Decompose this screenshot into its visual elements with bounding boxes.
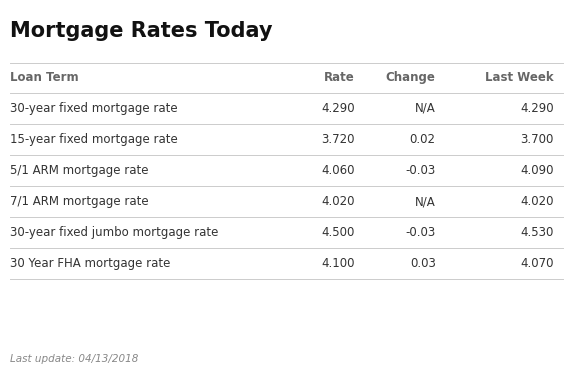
Text: 30-year fixed mortgage rate: 30-year fixed mortgage rate xyxy=(10,102,178,115)
Text: 3.700: 3.700 xyxy=(520,133,554,146)
Text: Rate: Rate xyxy=(324,71,355,84)
Text: N/A: N/A xyxy=(415,102,436,115)
Text: 7/1 ARM mortgage rate: 7/1 ARM mortgage rate xyxy=(10,195,149,208)
Text: 4.100: 4.100 xyxy=(321,257,355,270)
Text: 4.060: 4.060 xyxy=(321,164,355,177)
Text: 4.070: 4.070 xyxy=(520,257,554,270)
Text: 0.02: 0.02 xyxy=(410,133,436,146)
Text: Loan Term: Loan Term xyxy=(10,71,79,84)
Text: 30-year fixed jumbo mortgage rate: 30-year fixed jumbo mortgage rate xyxy=(10,226,219,239)
Text: 4.530: 4.530 xyxy=(520,226,554,239)
Text: 4.090: 4.090 xyxy=(520,164,554,177)
Text: Last Week: Last Week xyxy=(485,71,554,84)
Text: -0.03: -0.03 xyxy=(406,226,436,239)
Text: 4.020: 4.020 xyxy=(520,195,554,208)
Text: N/A: N/A xyxy=(415,195,436,208)
Text: 4.290: 4.290 xyxy=(321,102,355,115)
Text: -0.03: -0.03 xyxy=(406,164,436,177)
Text: 30 Year FHA mortgage rate: 30 Year FHA mortgage rate xyxy=(10,257,171,270)
Text: Change: Change xyxy=(386,71,436,84)
Text: 0.03: 0.03 xyxy=(410,257,436,270)
Text: 4.290: 4.290 xyxy=(520,102,554,115)
Text: 4.020: 4.020 xyxy=(321,195,355,208)
Text: Last update: 04/13/2018: Last update: 04/13/2018 xyxy=(10,354,138,364)
Text: 3.720: 3.720 xyxy=(321,133,355,146)
Text: 4.500: 4.500 xyxy=(321,226,355,239)
Text: 5/1 ARM mortgage rate: 5/1 ARM mortgage rate xyxy=(10,164,149,177)
Text: 15-year fixed mortgage rate: 15-year fixed mortgage rate xyxy=(10,133,178,146)
Text: Mortgage Rates Today: Mortgage Rates Today xyxy=(10,21,273,41)
